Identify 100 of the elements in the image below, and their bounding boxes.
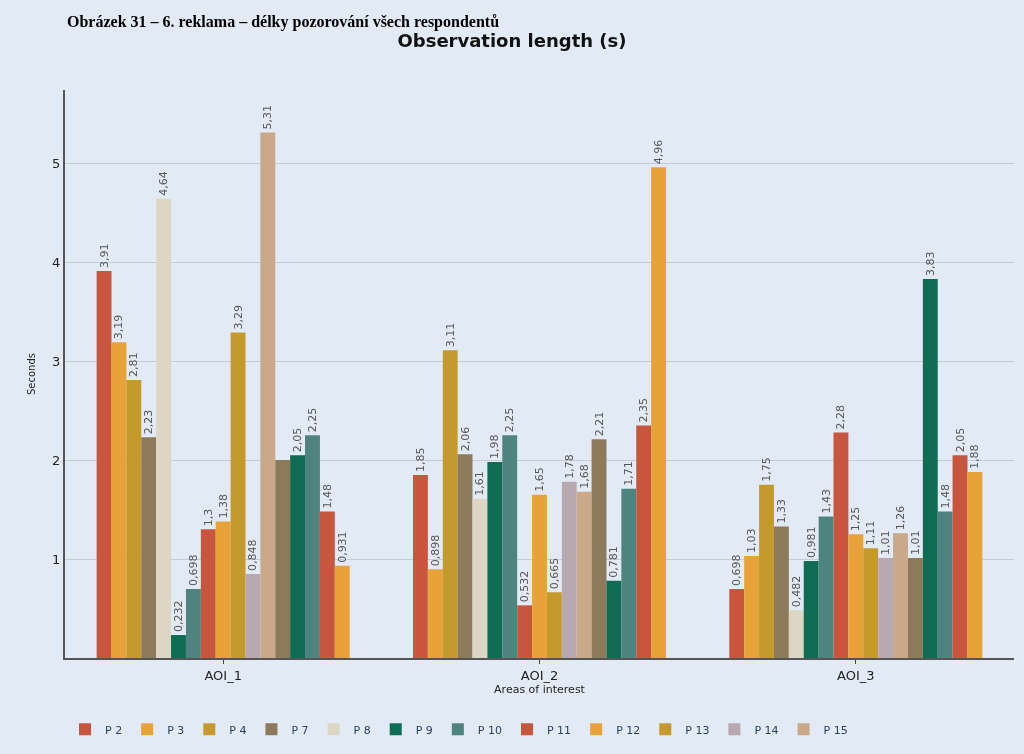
data-label: 1,3 <box>201 508 215 527</box>
bar <box>636 425 652 658</box>
data-label: 0,232 <box>172 600 186 633</box>
data-label: 1,98 <box>488 434 502 460</box>
bar <box>788 610 804 658</box>
y-axis-title: Seconds <box>25 352 37 396</box>
data-label: 0,898 <box>428 534 442 567</box>
bar <box>606 580 622 658</box>
bar <box>487 462 503 658</box>
data-label: 2,25 <box>503 407 517 433</box>
bar <box>833 432 849 658</box>
y-tick-label: 1 <box>52 551 61 567</box>
bar <box>290 455 306 658</box>
data-label: 0,532 <box>518 570 532 603</box>
bar <box>245 574 261 658</box>
data-label: 5,31 <box>261 105 275 130</box>
data-label: 2,06 <box>458 426 472 452</box>
bar <box>502 435 518 658</box>
bar <box>457 454 473 658</box>
data-label: 2,35 <box>637 397 651 423</box>
data-label: 1,75 <box>760 457 774 482</box>
data-label: 1,88 <box>968 444 982 469</box>
legend-label: P 8 <box>353 723 371 737</box>
legend-label: P 4 <box>229 723 247 737</box>
x-tick-label: AOI_2 <box>520 667 559 683</box>
bar <box>591 439 607 658</box>
bar <box>893 533 908 658</box>
data-label: 2,28 <box>834 404 848 430</box>
data-label: 1,65 <box>533 467 546 492</box>
data-label: 1,43 <box>819 488 833 514</box>
data-label: 1,25 <box>849 506 863 532</box>
data-label: 1,48 <box>938 484 952 509</box>
bar <box>305 435 320 658</box>
bar <box>952 455 968 658</box>
bar <box>215 521 231 658</box>
data-label: 1,85 <box>413 447 427 472</box>
bar <box>803 560 819 658</box>
bar <box>319 511 335 658</box>
data-label: 1,01 <box>908 530 922 556</box>
bar <box>576 491 592 658</box>
data-label: 2,23 <box>142 409 156 435</box>
data-label: 1,48 <box>320 484 334 509</box>
data-label: 1,11 <box>864 520 878 546</box>
bar <box>922 279 938 658</box>
legend-label: P 12 <box>616 723 641 737</box>
legend-label: P 15 <box>823 723 848 737</box>
legend-label: P 2 <box>105 723 123 737</box>
legend-label: P 9 <box>415 723 433 737</box>
bar <box>472 498 488 658</box>
bar <box>863 548 879 658</box>
bar <box>275 460 291 658</box>
bar <box>185 588 201 658</box>
data-label: 1,26 <box>893 505 907 531</box>
legend-label: P 3 <box>167 723 185 737</box>
data-label: 3,11 <box>443 322 457 348</box>
bar <box>878 558 894 658</box>
legend-label: P 7 <box>291 723 309 737</box>
data-label: 3,29 <box>231 304 245 330</box>
bar <box>230 332 246 658</box>
bar <box>561 481 577 658</box>
bar <box>621 488 637 658</box>
bar <box>141 437 157 658</box>
bar <box>744 556 760 658</box>
bar <box>200 529 216 658</box>
text: Obrázek 31 – 6. reklama – délky pozorování všech respondentů <box>67 13 500 31</box>
bar <box>651 167 667 658</box>
data-label: 4,96 <box>652 139 666 165</box>
bar <box>412 474 428 658</box>
y-tick-label: 4 <box>52 254 61 270</box>
y-tick-label: 3 <box>52 353 61 369</box>
data-label: 1,38 <box>216 493 230 519</box>
bar <box>111 342 127 658</box>
data-label: 0,848 <box>246 539 260 572</box>
x-axis-title: Areas of interest <box>494 682 586 696</box>
data-label: 0,665 <box>547 557 561 590</box>
legend-label: P 14 <box>754 723 779 737</box>
data-label: 2,21 <box>592 411 606 437</box>
bar <box>171 635 186 658</box>
bar <box>848 534 864 658</box>
y-tick-label: 2 <box>52 452 61 468</box>
data-label: 1,78 <box>562 454 576 479</box>
data-label: 2,05 <box>291 427 305 453</box>
bar <box>759 484 774 658</box>
data-label: 3,83 <box>923 251 937 276</box>
data-label: 1,03 <box>745 528 759 554</box>
bar <box>517 605 533 658</box>
bar <box>427 569 443 658</box>
bar <box>532 494 547 658</box>
x-tick-label: AOI_3 <box>837 667 875 683</box>
bar <box>818 516 834 658</box>
bar <box>729 588 745 658</box>
bar <box>334 565 350 658</box>
data-label: 2,81 <box>127 352 141 377</box>
bar <box>96 271 112 658</box>
bar <box>546 592 562 658</box>
data-label: 0,981 <box>804 526 818 558</box>
data-label: 3,19 <box>112 314 126 340</box>
data-label: 1,61 <box>473 471 487 496</box>
data-label: 1,71 <box>622 461 636 486</box>
data-label: 0,781 <box>607 546 621 578</box>
